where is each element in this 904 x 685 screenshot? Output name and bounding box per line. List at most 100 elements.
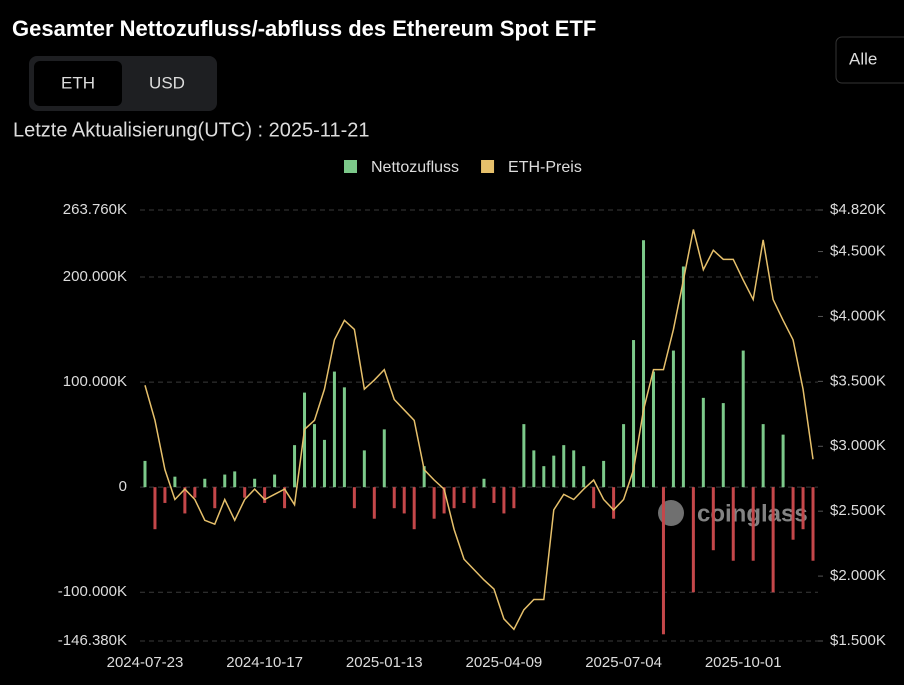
toggle-active[interactable] [34, 61, 122, 106]
bar [651, 371, 655, 488]
bar [422, 466, 426, 488]
bar [223, 474, 227, 488]
bar [622, 424, 626, 488]
bar [233, 471, 237, 488]
legend-label: Nettozufluss [371, 159, 459, 176]
bar [532, 450, 536, 488]
bar [312, 424, 316, 488]
bar [203, 478, 207, 488]
bar [432, 487, 436, 519]
bar [701, 397, 705, 488]
bar [761, 424, 765, 488]
bar [263, 487, 267, 503]
bar [552, 455, 556, 488]
bar [183, 487, 187, 514]
y-tick-label: 263.760K [63, 201, 127, 218]
y2-tick-label: $4.820K [830, 201, 886, 218]
bar [612, 487, 616, 519]
bar [273, 474, 277, 488]
x-tick-label: 2025-01-13 [346, 654, 423, 671]
chart-title: Gesamter Nettozufluss/-abfluss des Ether… [12, 16, 596, 41]
bar [143, 460, 147, 488]
bar [303, 392, 307, 488]
bar [691, 487, 695, 593]
bar [352, 487, 356, 509]
watermark-logo [658, 500, 684, 526]
bar [642, 240, 646, 488]
bar [791, 487, 795, 540]
y2-tick-label: $4.500K [830, 243, 886, 260]
bar [402, 487, 406, 514]
bar [512, 487, 516, 509]
legend-swatch [344, 160, 357, 173]
x-tick-label: 2025-10-01 [705, 654, 782, 671]
bar [243, 487, 247, 498]
bar [342, 387, 346, 488]
bar [711, 487, 715, 551]
bar [671, 350, 675, 488]
bar [382, 429, 386, 488]
subtitle: Letzte Aktualisierung(UTC) : 2025-11-21 [13, 119, 369, 141]
bar [153, 487, 157, 530]
bar [502, 487, 506, 514]
bar [811, 487, 815, 561]
legend-label: ETH-Preis [508, 159, 582, 176]
bar [632, 340, 636, 488]
bar [681, 266, 685, 488]
price-line [144, 229, 814, 631]
bar [741, 350, 745, 488]
bar [482, 478, 486, 488]
bar [572, 450, 576, 488]
y2-tick-label: $3.500K [830, 372, 886, 389]
bar [582, 466, 586, 488]
bar [442, 487, 446, 514]
bar [392, 487, 396, 509]
x-tick-label: 2025-07-04 [585, 654, 662, 671]
bar [283, 487, 287, 509]
y-tick-label: 200.000K [63, 268, 127, 285]
y-tick-label: -146.380K [58, 632, 127, 649]
bar [731, 487, 735, 561]
y-tick-label: 0 [119, 478, 127, 495]
y2-tick-label: $2.500K [830, 502, 886, 519]
x-tick-label: 2024-10-17 [226, 654, 303, 671]
bar [173, 476, 177, 488]
y2-tick-label: $1.500K [830, 632, 886, 649]
bar [163, 487, 167, 503]
bar [602, 460, 606, 488]
dropdown[interactable] [835, 36, 904, 84]
bar [771, 487, 775, 593]
bar [492, 487, 496, 503]
y2-tick-label: $3.000K [830, 437, 886, 454]
y2-tick-label: $2.000K [830, 567, 886, 584]
bar [332, 371, 336, 488]
bar [562, 445, 566, 488]
bar [801, 487, 805, 530]
bar [592, 487, 596, 509]
bar [193, 487, 197, 498]
bar [462, 487, 466, 503]
bar [721, 403, 725, 488]
toggle-option[interactable]: ETH [61, 73, 95, 92]
bar [542, 466, 546, 488]
y2-tick-label: $4.000K [830, 307, 886, 324]
bar [452, 487, 456, 509]
bar [661, 487, 665, 635]
bar [372, 487, 376, 519]
dropdown-label[interactable]: Alle [849, 49, 877, 68]
bar [253, 478, 257, 488]
toggle-option[interactable]: USD [149, 73, 185, 92]
bar [412, 487, 416, 530]
bar [522, 424, 526, 488]
x-tick-label: 2024-07-23 [107, 654, 184, 671]
bar [322, 439, 326, 488]
bar [472, 487, 476, 509]
legend-swatch [481, 160, 495, 173]
y-tick-label: -100.000K [58, 583, 127, 600]
bar [213, 487, 217, 509]
x-tick-label: 2025-04-09 [466, 654, 543, 671]
bar [781, 434, 785, 488]
y-tick-label: 100.000K [63, 373, 127, 390]
